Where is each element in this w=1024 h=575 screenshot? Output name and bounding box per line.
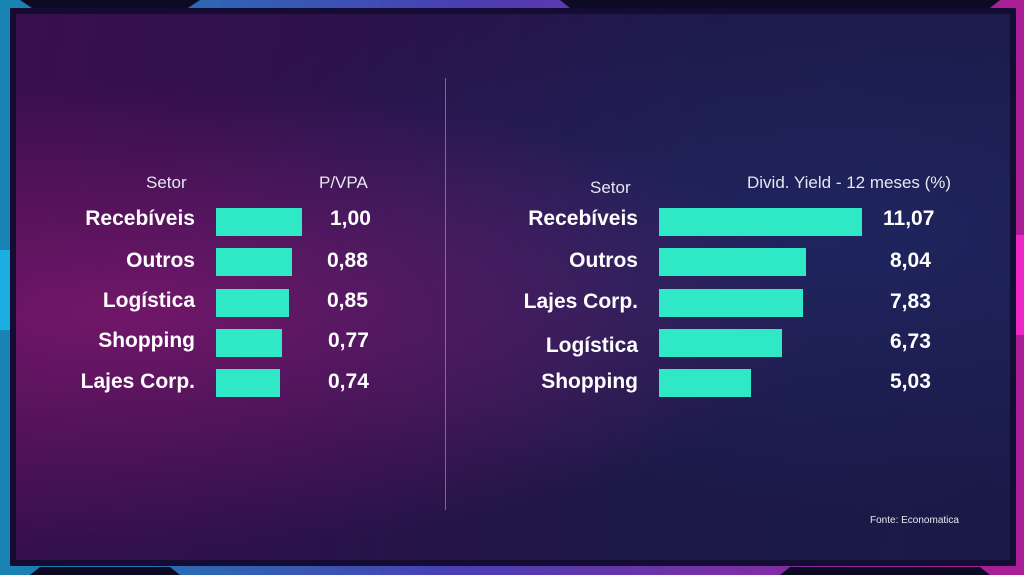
right-category-label: Outros [569, 249, 638, 272]
left-value-label: 1,00 [330, 207, 371, 230]
left-bar-logistica [216, 289, 289, 317]
right-value-label: 6,73 [890, 330, 931, 353]
left-bar-outros [216, 248, 292, 276]
left-category-label: Lajes Corp. [80, 370, 195, 393]
left-bar-recebiveis [216, 208, 302, 236]
right-category-header: Setor [590, 178, 631, 197]
right-bar-lajes-corp [659, 289, 803, 317]
left-value-label: 0,77 [328, 329, 369, 352]
right-bar-logistica [659, 329, 782, 357]
left-value-header: P/VPA [319, 173, 368, 192]
left-category-header: Setor [146, 173, 187, 192]
left-bar-lajes-corp [216, 369, 280, 397]
left-value-label: 0,74 [328, 370, 369, 393]
right-bar-shopping [659, 369, 751, 397]
left-category-label: Logística [102, 289, 195, 312]
right-category-label: Lajes Corp. [523, 290, 638, 313]
right-category-label: Shopping [541, 370, 638, 393]
right-value-label: 8,04 [890, 249, 931, 272]
panel-divider [445, 78, 446, 510]
right-bar-recebiveis [659, 208, 862, 236]
right-value-label: 5,03 [890, 370, 931, 393]
right-bar-outros [659, 248, 806, 276]
source-note: Fonte: Economatica [870, 515, 959, 526]
left-value-label: 0,88 [327, 249, 368, 272]
left-category-label: Shopping [98, 329, 195, 352]
left-bar-shopping [216, 329, 282, 357]
right-category-label: Recebíveis [528, 207, 638, 230]
right-value-label: 7,83 [890, 290, 931, 313]
left-value-label: 0,85 [327, 289, 368, 312]
right-value-header: Divid. Yield - 12 meses (%) [747, 173, 952, 192]
right-value-label: 11,07 [883, 207, 935, 230]
left-category-label: Outros [126, 249, 195, 272]
left-category-label: Recebíveis [85, 207, 195, 230]
right-category-label: Logística [545, 334, 638, 357]
chart-panel [16, 14, 1010, 560]
